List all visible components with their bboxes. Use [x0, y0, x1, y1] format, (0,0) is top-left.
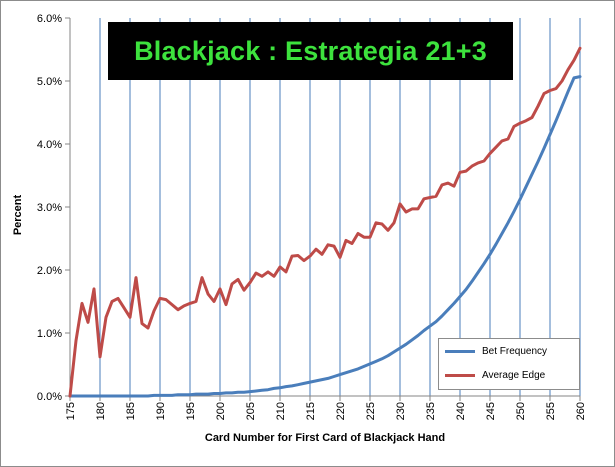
series-line-bet-frequency [68, 75, 582, 398]
x-tick-label: 240 [455, 402, 467, 420]
y-tick-label: 4.0% [37, 139, 62, 151]
x-tick-label: 195 [185, 402, 197, 420]
x-tick-label: 190 [155, 402, 167, 420]
legend-label-average-edge: Average Edge [482, 369, 546, 381]
y-tick-label: 3.0% [37, 202, 62, 214]
x-tick-label: 185 [125, 402, 137, 420]
x-tick-label: 220 [335, 402, 347, 420]
x-tick-label: 225 [365, 402, 377, 420]
x-tick-label: 180 [95, 402, 107, 420]
y-axis-label: Percent [12, 194, 24, 236]
legend-item-average-edge: Average Edge [445, 368, 545, 382]
legend-label-bet-frequency: Bet Frequency [482, 345, 548, 357]
x-tick-label: 175 [65, 402, 77, 420]
y-axis-label-box: Percent [8, 195, 28, 235]
x-tick-label: 215 [305, 402, 317, 420]
x-tick-label: 260 [575, 402, 587, 420]
x-tick-label: 210 [275, 402, 287, 420]
x-tick-label: 200 [215, 402, 227, 420]
legend-item-bet-frequency: Bet Frequency [445, 344, 547, 358]
y-tick-label: 2.0% [37, 265, 62, 277]
x-tick-label: 205 [245, 402, 257, 420]
x-tick-label: 230 [395, 402, 407, 420]
y-tick-label: 1.0% [37, 328, 62, 340]
x-tick-label: 235 [425, 402, 437, 420]
plot-area [70, 18, 580, 396]
x-tick-label: 245 [485, 402, 497, 420]
x-tick-label: 250 [515, 402, 527, 420]
y-tick-label: 0.0% [37, 391, 62, 403]
legend-swatch-average-edge [445, 373, 475, 377]
y-tick-label: 6.0% [37, 13, 62, 25]
chart-title-box: Blackjack : Estrategia 21+3 [108, 22, 513, 80]
chart-title: Blackjack : Estrategia 21+3 [134, 35, 487, 66]
y-tick-label: 5.0% [37, 76, 62, 88]
x-axis-label: Card Number for First Card of Blackjack … [204, 432, 446, 444]
series-line-average-edge [68, 46, 582, 398]
x-tick-label: 255 [545, 402, 557, 420]
legend-swatch-bet-frequency [445, 349, 475, 353]
legend: Bet Frequency Average Edge [438, 338, 580, 390]
